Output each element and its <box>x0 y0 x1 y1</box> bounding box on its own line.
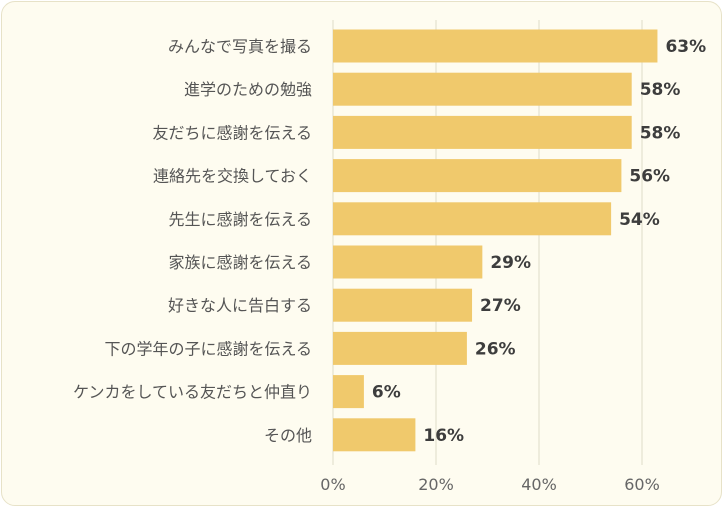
category-label: 下の学年の子に感謝を伝える <box>104 339 312 358</box>
value-label: 6% <box>372 383 401 403</box>
value-label: 16% <box>423 426 464 446</box>
value-label: 27% <box>480 296 521 316</box>
category-label: 先生に感謝を伝える <box>168 210 312 229</box>
x-tick-label: 0% <box>320 475 345 494</box>
bar <box>333 375 364 409</box>
value-label: 63% <box>665 37 706 57</box>
bar <box>333 331 467 365</box>
value-label: 29% <box>490 253 531 273</box>
bar <box>333 418 416 452</box>
x-tick-label: 20% <box>418 475 454 494</box>
value-label: 58% <box>640 123 681 143</box>
category-label: みんなで写真を撮る <box>168 37 312 56</box>
category-label: 家族に感謝を伝える <box>168 253 312 272</box>
category-label: ケンカをしている友だちと仲直り <box>73 383 312 402</box>
bar <box>333 29 658 63</box>
bar <box>333 288 473 322</box>
bar <box>333 245 483 279</box>
category-label: 友だちに感謝を伝える <box>152 123 312 142</box>
value-label: 54% <box>619 210 660 230</box>
bar <box>333 115 632 149</box>
bar <box>333 159 622 193</box>
bar <box>333 72 632 106</box>
value-label: 56% <box>629 167 670 187</box>
category-label: 連絡先を交換しておく <box>153 167 312 186</box>
bars <box>333 29 658 452</box>
category-label: その他 <box>264 426 312 445</box>
category-label: 好きな人に告白する <box>168 296 312 315</box>
x-tick-label: 40% <box>521 475 557 494</box>
x-tick-label: 60% <box>624 475 660 494</box>
labels: 0% 20% 40% 60% みんなで写真を撮る 63% 進学のための勉強 58% 友だちに感謝… <box>73 37 706 494</box>
bar <box>333 202 612 236</box>
category-label: 進学のための勉強 <box>184 80 312 99</box>
value-label: 58% <box>640 80 681 100</box>
value-label: 26% <box>475 339 516 359</box>
